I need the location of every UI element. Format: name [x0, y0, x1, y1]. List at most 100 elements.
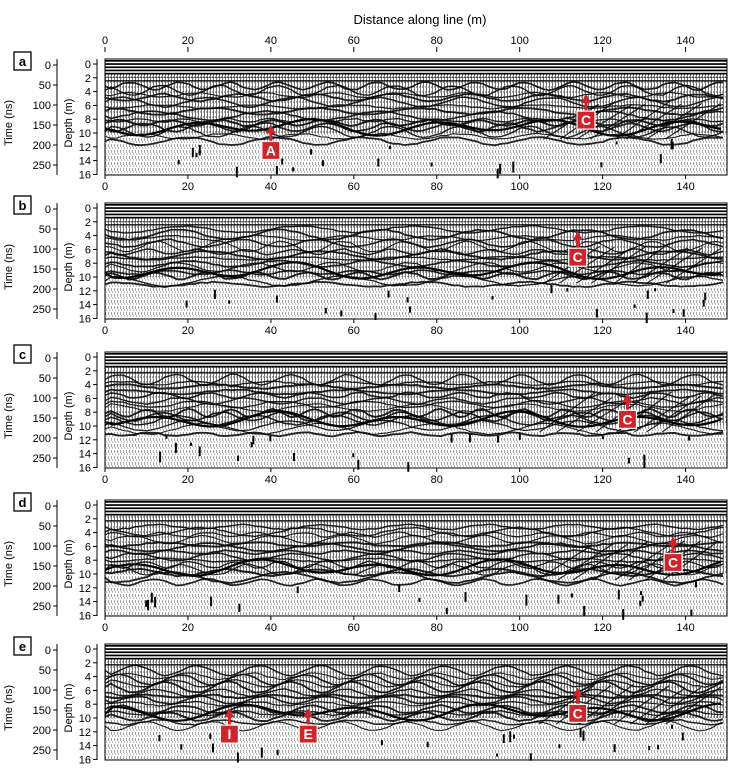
depth-tick-label: 16 — [79, 169, 91, 181]
panel-letter: c — [19, 347, 26, 362]
depth-tick-label: 2 — [85, 73, 91, 85]
time-tick-label: 250 — [33, 160, 51, 172]
panel-letter: b — [19, 198, 27, 213]
distance-tick-label: 0 — [102, 325, 108, 337]
depth-tick-label: 8 — [85, 258, 91, 270]
distance-tick-label: 60 — [348, 181, 360, 193]
panel-letter: d — [19, 495, 27, 510]
panel-letter: e — [19, 639, 26, 654]
distance-tick-label: 140 — [676, 181, 694, 193]
depth-tick-label: 8 — [85, 699, 91, 711]
depth-tick-label: 4 — [85, 672, 91, 684]
radargram-frame — [104, 499, 728, 617]
time-tick-label: 250 — [33, 304, 51, 316]
time-axis-label: Time (ns) — [3, 393, 15, 439]
panel-letter-box — [13, 195, 32, 215]
marker-box — [261, 140, 281, 161]
depth-tick-label: 2 — [85, 658, 91, 670]
time-tick-label: 150 — [33, 413, 51, 425]
radargram-frame — [104, 58, 728, 176]
distance-tick-label: 100 — [510, 474, 528, 486]
time-tick-label: 100 — [33, 244, 51, 256]
time-tick-label: 200 — [33, 284, 51, 296]
marker-arrow — [581, 94, 592, 104]
depth-tick-label: 8 — [85, 555, 91, 567]
marker-box — [568, 703, 588, 724]
time-tick-label: 200 — [33, 725, 51, 737]
time-tick-label: 0 — [45, 204, 51, 216]
depth-tick-label: 10 — [79, 128, 91, 140]
marker-label: E — [304, 726, 313, 742]
time-tick-label: 50 — [39, 224, 51, 236]
distance-tick-label: 20 — [182, 325, 194, 337]
depth-tick-label: 0 — [85, 352, 91, 364]
time-tick-label: 150 — [33, 264, 51, 276]
depth-axis-label: Depth (m) — [63, 684, 75, 733]
marker-label: A — [266, 142, 276, 158]
distance-tick-label: 100 — [510, 35, 528, 47]
distance-tick-label: 40 — [265, 325, 277, 337]
distance-tick-label: 0 — [102, 622, 108, 634]
marker-c: C — [663, 536, 683, 573]
time-tick-label: 200 — [33, 140, 51, 152]
radargram-frame — [104, 202, 728, 320]
distance-tick-label: 120 — [593, 325, 611, 337]
marker-arrow — [572, 687, 583, 697]
radargram-image — [104, 644, 727, 763]
time-axis-label: Time (ns) — [3, 100, 15, 146]
marker-box — [219, 724, 239, 744]
distance-tick-label: 80 — [431, 474, 443, 486]
distance-tick-label: 120 — [593, 622, 611, 634]
time-tick-label: 150 — [33, 561, 51, 573]
marker-box — [568, 247, 588, 267]
depth-tick-label: 14 — [79, 156, 91, 168]
radargram-image — [104, 500, 727, 620]
depth-tick-label: 0 — [85, 203, 91, 215]
depth-tick-label: 4 — [85, 380, 91, 392]
depth-tick-label: 6 — [85, 541, 91, 553]
depth-tick-label: 16 — [79, 610, 91, 622]
marker-arrow — [572, 231, 583, 241]
distance-tick-label: 140 — [676, 622, 694, 634]
distance-tick-label: 20 — [182, 181, 194, 193]
distance-tick-label: 40 — [265, 474, 277, 486]
marker-box — [663, 552, 683, 573]
distance-tick-label: 80 — [431, 325, 443, 337]
time-tick-label: 250 — [33, 453, 51, 465]
time-tick-label: 50 — [39, 521, 51, 533]
depth-tick-label: 4 — [85, 528, 91, 540]
distance-tick-label: 20 — [182, 622, 194, 634]
marker-e: E — [298, 708, 318, 744]
marker-arrow — [303, 708, 314, 718]
distance-tick-label: 20 — [182, 35, 194, 47]
marker-arrow — [224, 708, 235, 718]
depth-tick-label: 6 — [85, 685, 91, 697]
depth-axis-label: Depth (m) — [63, 99, 75, 148]
depth-tick-label: 4 — [85, 87, 91, 99]
time-axis-label: Time (ns) — [3, 685, 15, 731]
depth-tick-label: 10 — [79, 421, 91, 433]
depth-tick-label: 6 — [85, 393, 91, 405]
distance-tick-label: 100 — [510, 325, 528, 337]
distance-tick-label: 60 — [348, 35, 360, 47]
marker-label: C — [622, 411, 632, 427]
marker-a: A — [261, 124, 281, 161]
marker-i: I — [219, 708, 239, 744]
distance-tick-label: 0 — [102, 474, 108, 486]
distance-tick-label: 120 — [593, 35, 611, 47]
panel-letter-box — [13, 51, 32, 71]
distance-tick-label: 120 — [593, 474, 611, 486]
radargram-image — [104, 203, 727, 324]
distance-tick-label: 0 — [102, 35, 108, 47]
radargram-frame — [104, 643, 728, 761]
time-tick-label: 0 — [45, 501, 51, 513]
marker-box — [576, 110, 596, 130]
panel-letter: a — [19, 54, 27, 69]
depth-tick-label: 0 — [85, 500, 91, 512]
depth-tick-label: 0 — [85, 644, 91, 656]
